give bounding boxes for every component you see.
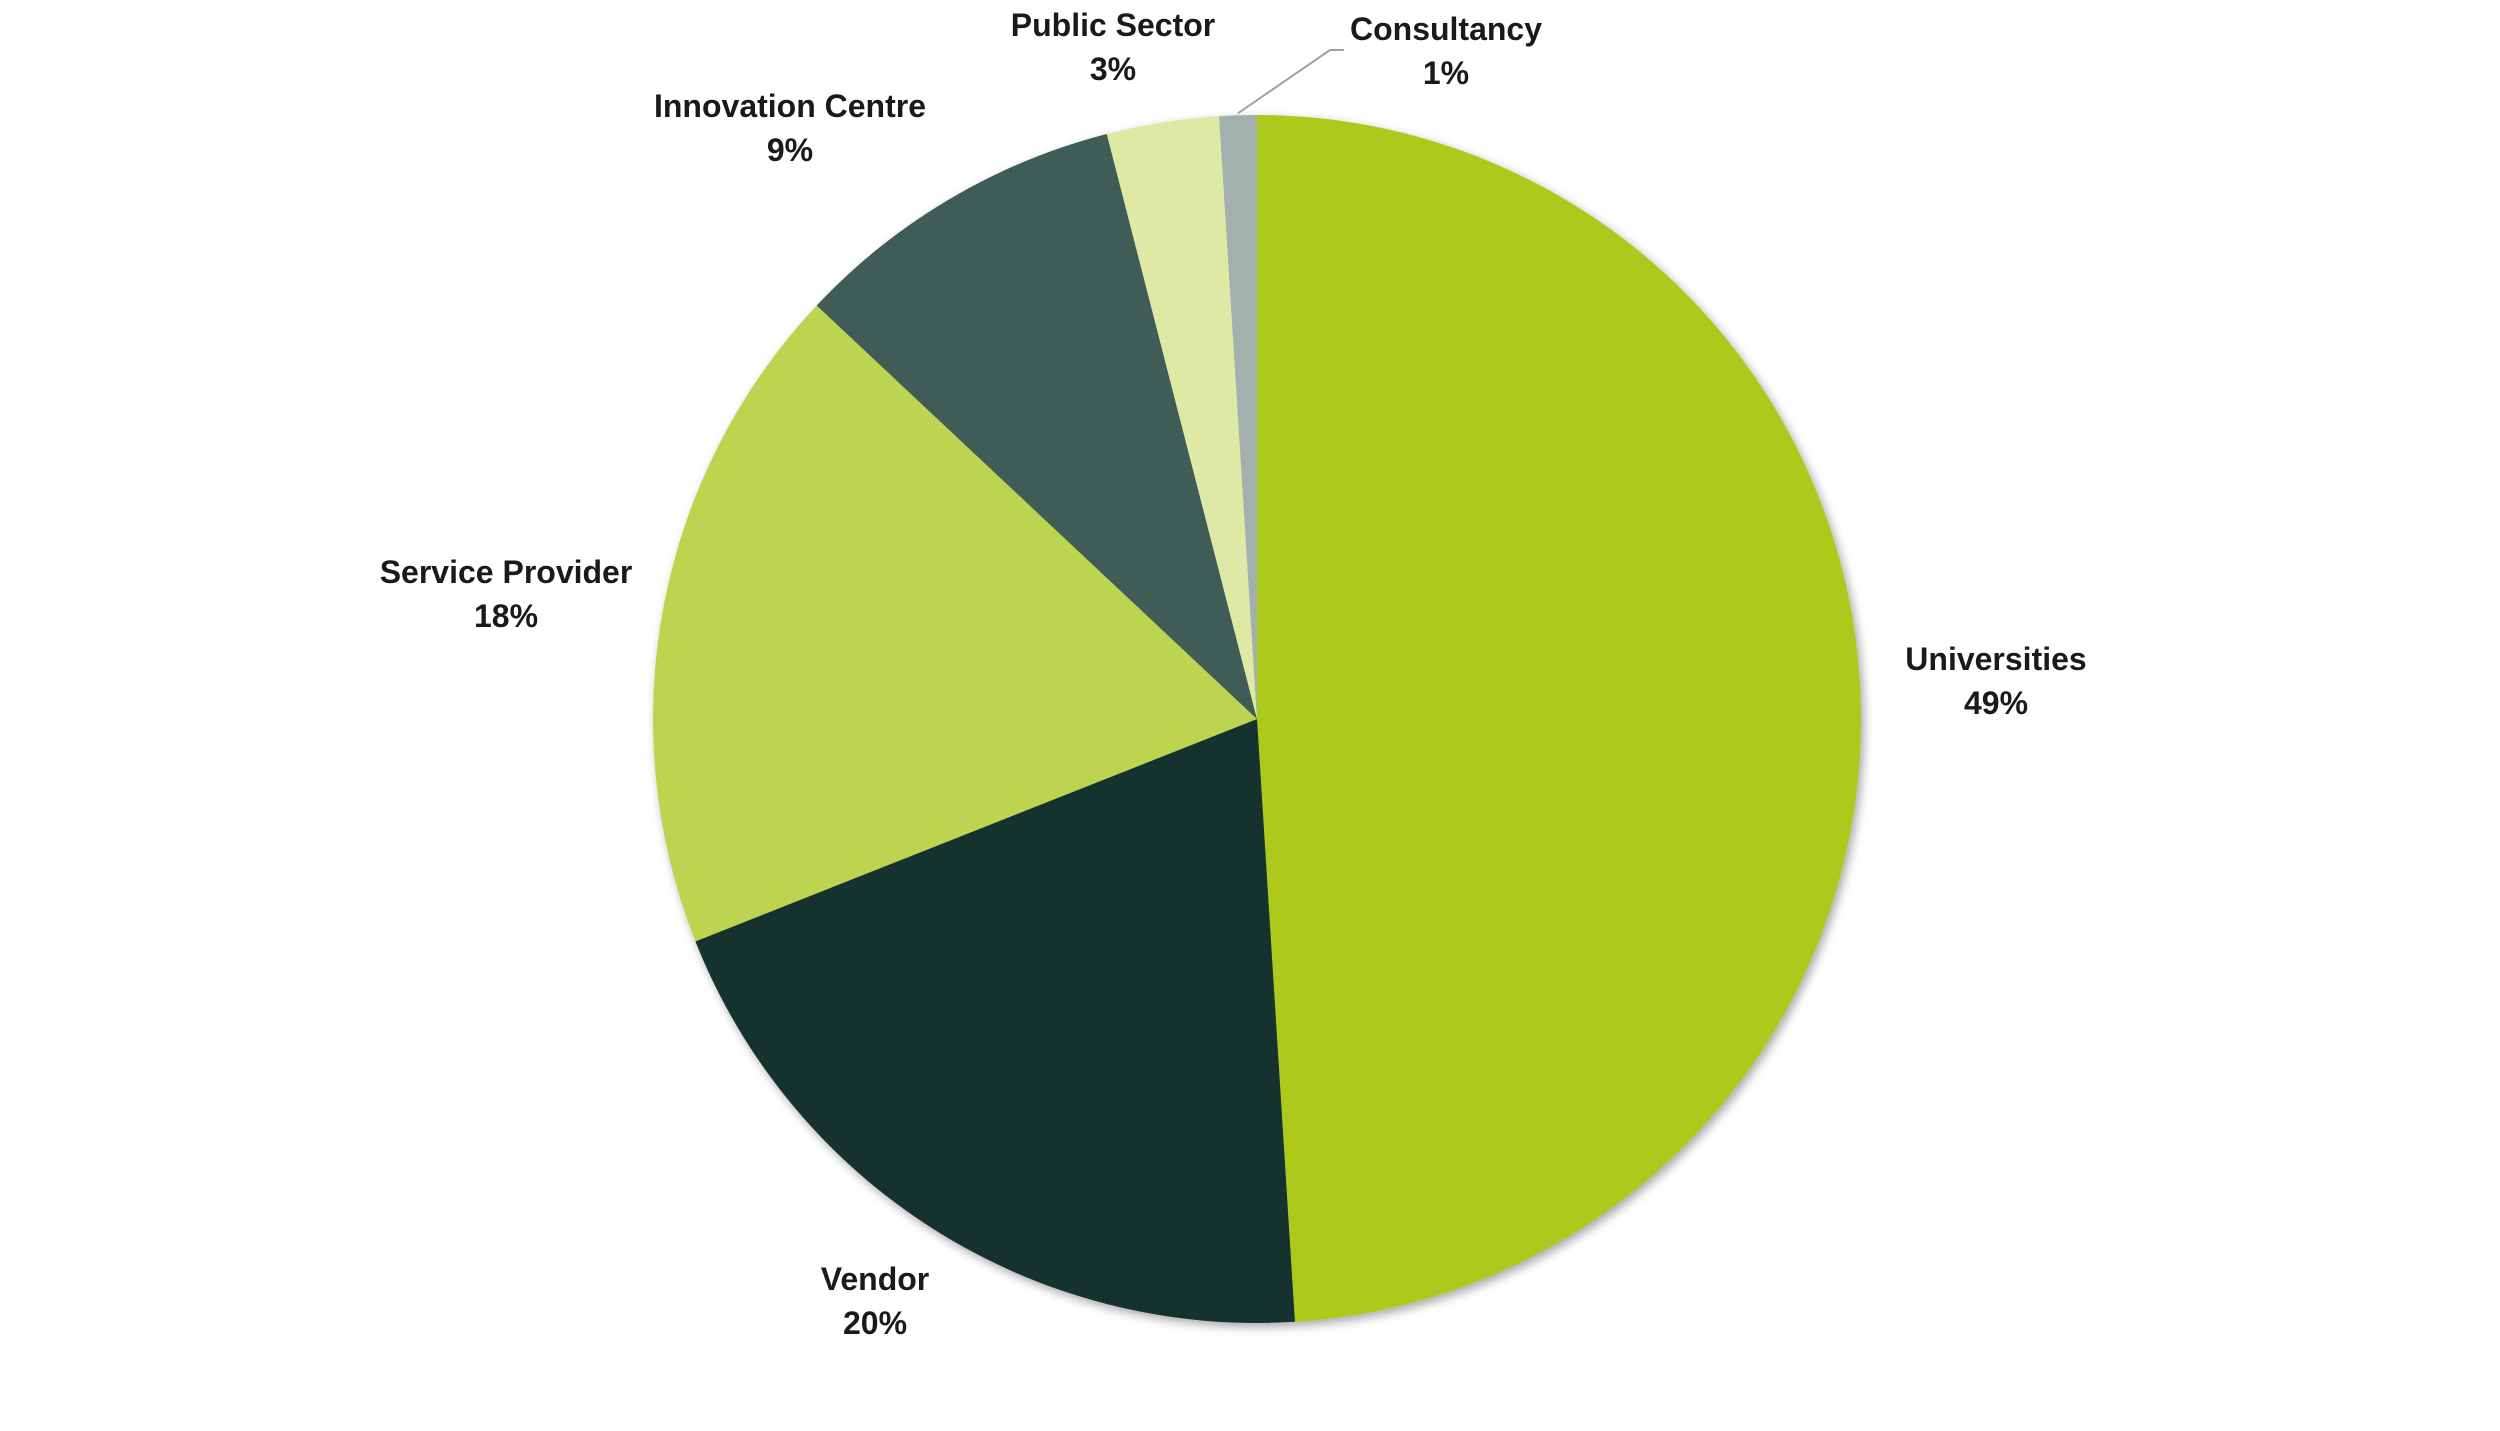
slice-value-vendor: 20% <box>843 1305 907 1341</box>
slice-consultancy <box>1219 115 1257 719</box>
slice-label-vendor: Vendor <box>821 1261 929 1297</box>
pie-slices <box>653 115 1861 1323</box>
slice-value-public-sector: 3% <box>1090 51 1136 87</box>
slice-service-provider <box>653 305 1257 942</box>
slice-label-innovation-centre: Innovation Centre <box>654 88 926 124</box>
leader-lines <box>1237 49 1344 115</box>
slice-label-service-provider: Service Provider <box>380 554 633 590</box>
slice-label-public-sector: Public Sector <box>1011 7 1216 43</box>
slice-value-innovation-centre: 9% <box>767 132 813 168</box>
slice-value-universities: 49% <box>1964 685 2028 721</box>
slice-innovation-centre <box>816 133 1257 719</box>
slice-value-consultancy: 1% <box>1423 55 1469 91</box>
slice-public-sector <box>1106 116 1257 720</box>
slice-vendor <box>695 719 1295 1323</box>
slice-value-service-provider: 18% <box>474 598 538 634</box>
slice-labels: Universities 49% Vendor 20% Service Provider… <box>380 7 2087 1341</box>
leader-line-consultancy <box>1237 49 1344 115</box>
slice-label-consultancy: Consultancy <box>1350 11 1542 47</box>
slice-label-universities: Universities <box>1905 641 2086 677</box>
slice-universities <box>1257 115 1861 1322</box>
